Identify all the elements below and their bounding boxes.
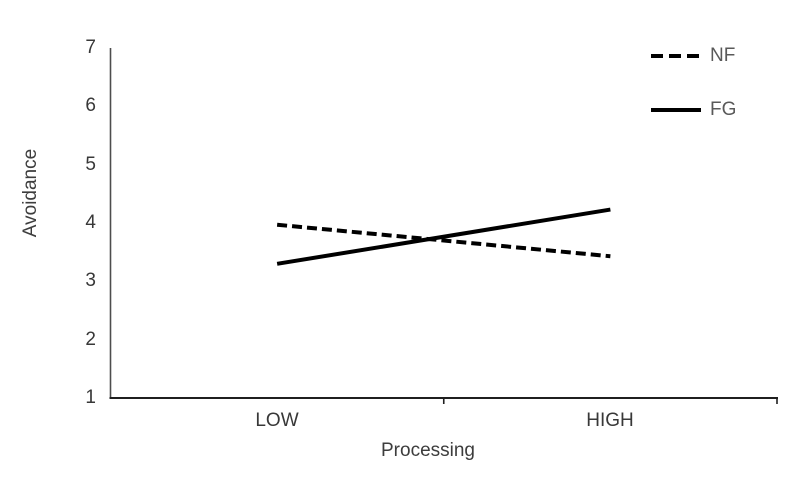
y-tick-label: 2 — [85, 329, 96, 350]
y-tick-label: 3 — [85, 270, 96, 291]
x-tick-label-high: HIGH — [586, 410, 634, 431]
dashed-line-icon — [651, 54, 701, 58]
series-layer — [276, 207, 611, 266]
legend: NF FG — [651, 46, 736, 120]
legend-item-fg: FG — [651, 100, 736, 120]
solid-line-icon — [651, 108, 701, 112]
x-axis-title: Processing — [381, 440, 475, 461]
legend-item-nf: NF — [651, 46, 736, 66]
y-tick-label: 4 — [85, 212, 96, 233]
legend-label-nf: NF — [710, 45, 736, 66]
y-tick-label: 5 — [85, 154, 96, 175]
series-line-nf — [276, 222, 611, 259]
legend-label-fg: FG — [710, 99, 737, 120]
series-line-fg — [276, 207, 611, 266]
y-tick-label: 6 — [85, 95, 96, 116]
x-tick-label-low: LOW — [255, 410, 299, 431]
y-tick-label: 1 — [85, 387, 96, 408]
y-tick-label: 7 — [85, 37, 96, 58]
